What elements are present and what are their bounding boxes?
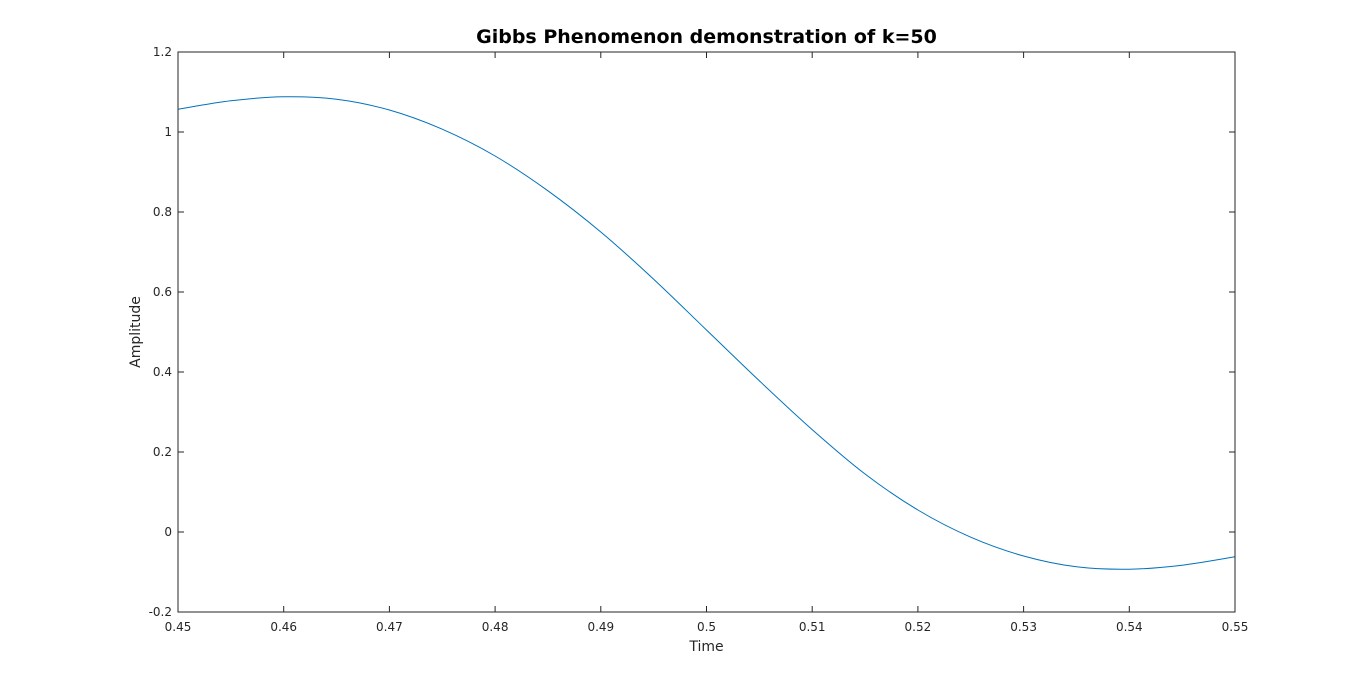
plot-area xyxy=(178,52,1235,612)
y-tick-label: 1 xyxy=(164,125,172,139)
x-tick-label: 0.45 xyxy=(165,620,192,634)
x-tick-label: 0.54 xyxy=(1116,620,1143,634)
x-tick-label: 0.52 xyxy=(905,620,932,634)
x-tick-label: 0.51 xyxy=(799,620,826,634)
y-tick-label: 0.2 xyxy=(153,445,172,459)
series-layer xyxy=(177,96,1236,570)
x-tick-label: 0.49 xyxy=(587,620,614,634)
x-tick-label: 0.55 xyxy=(1222,620,1249,634)
x-tick-label: 0.47 xyxy=(376,620,403,634)
y-tick-label: 0.4 xyxy=(153,365,172,379)
y-tick-label: -0.2 xyxy=(149,605,172,619)
y-tick-label: 0.6 xyxy=(153,285,172,299)
x-axis-ticks: 0.45 0.46 0.47 0.48 0.49 0.5 0.51 0.52 0.53 0.54 0… xyxy=(165,52,1249,634)
series-line xyxy=(177,96,1236,570)
y-axis-label: Amplitude xyxy=(128,296,144,368)
chart-title: Gibbs Phenomenon demonstration of k=50 xyxy=(476,26,937,48)
y-tick-label: 0 xyxy=(164,525,172,539)
y-tick-label: 1.2 xyxy=(153,45,172,59)
y-tick-label: 0.8 xyxy=(153,205,172,219)
x-tick-label: 0.46 xyxy=(270,620,297,634)
x-tick-label: 0.48 xyxy=(482,620,509,634)
y-axis-ticks: -0.2 0 0.2 0.4 0.6 0.8 1 1.2 xyxy=(149,45,1235,619)
x-axis-label: Time xyxy=(688,639,723,655)
x-tick-label: 0.53 xyxy=(1010,620,1037,634)
x-tick-label: 0.5 xyxy=(697,620,716,634)
